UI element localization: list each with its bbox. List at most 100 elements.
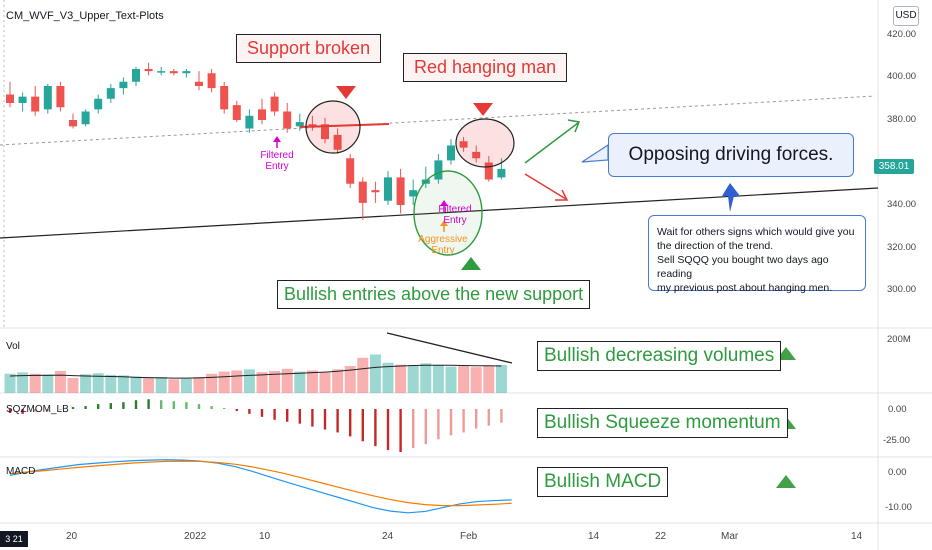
note-line: Wait for others signs which would give y… bbox=[657, 226, 855, 238]
candle-body bbox=[195, 81, 203, 86]
squeeze-bar bbox=[210, 406, 213, 409]
note-line: my previous post about hanging men. bbox=[657, 282, 833, 294]
squeeze-bar bbox=[172, 401, 175, 409]
squeeze-bar bbox=[84, 406, 87, 409]
volume-bar bbox=[344, 366, 356, 393]
volume-bar bbox=[29, 373, 41, 393]
hanging-man-circle bbox=[455, 118, 515, 168]
bullish-arrow bbox=[524, 122, 579, 164]
squeeze-bar bbox=[437, 409, 440, 440]
volume-bar bbox=[168, 379, 180, 393]
squeeze-bar bbox=[160, 400, 163, 409]
squeeze-tick: -25.00 bbox=[883, 435, 910, 446]
price-tick: 380.00 bbox=[887, 114, 917, 125]
price-tick: 400.00 bbox=[887, 71, 917, 82]
squeeze-pane-title[interactable]: SQZMOM_LB bbox=[6, 404, 69, 415]
volume-bar bbox=[67, 377, 79, 393]
squeeze-bar bbox=[374, 409, 377, 447]
volume-bar bbox=[256, 372, 268, 393]
squeeze-tick: 0.00 bbox=[888, 404, 907, 415]
time-label: 20 bbox=[66, 531, 78, 542]
time-label: 10 bbox=[259, 531, 271, 542]
volume-bar bbox=[130, 376, 142, 393]
cursor-time-badge: 3 21 bbox=[0, 531, 28, 547]
volume-bar bbox=[445, 366, 457, 393]
candlestick-series bbox=[6, 62, 506, 220]
candle-body bbox=[220, 86, 229, 110]
filtered-entry-label-1: Filtered Entry bbox=[260, 150, 294, 172]
macd-pane-title[interactable]: MACD bbox=[6, 466, 36, 477]
candle-body bbox=[447, 145, 455, 161]
volume-bar bbox=[143, 377, 155, 393]
callout-pointer bbox=[581, 143, 609, 163]
macd-signal-line bbox=[9, 460, 512, 507]
candle-body bbox=[144, 69, 153, 72]
squeeze-bar bbox=[349, 409, 352, 437]
squeeze-bar bbox=[71, 407, 75, 409]
candle-body bbox=[56, 86, 65, 108]
filtered-entry-label-2: Filtered Entry bbox=[438, 204, 472, 226]
candle-body bbox=[106, 88, 115, 99]
squeeze-bar bbox=[273, 409, 276, 420]
volume-bar bbox=[17, 372, 29, 393]
candle-body bbox=[6, 94, 14, 103]
volume-ma-line bbox=[9, 364, 502, 379]
candle-body bbox=[346, 158, 355, 184]
volume-bar bbox=[231, 370, 243, 393]
volume-bar bbox=[382, 362, 394, 393]
price-tick: 420.00 bbox=[887, 29, 917, 40]
indicator-title[interactable]: CM_WVF_V3_Upper_Text-Plots bbox=[6, 10, 164, 22]
candle-body bbox=[497, 168, 506, 178]
volume-bar bbox=[42, 374, 54, 393]
squeeze-bar bbox=[122, 402, 125, 409]
time-label: 14 bbox=[851, 531, 863, 542]
squeeze-bar bbox=[147, 399, 150, 409]
candle-body bbox=[169, 71, 178, 74]
squeeze-bar bbox=[134, 400, 138, 409]
upper-trend-line bbox=[0, 95, 876, 146]
volume-bar bbox=[432, 364, 444, 393]
squeeze-bars bbox=[8, 399, 503, 453]
squeeze-bar bbox=[298, 409, 301, 424]
up-triangle-icon bbox=[461, 257, 481, 270]
candle-body bbox=[69, 120, 77, 127]
pointer-arrow-icon bbox=[722, 183, 740, 212]
squeeze-bar bbox=[286, 409, 289, 422]
squeeze-bar bbox=[109, 403, 112, 409]
candle-body bbox=[459, 141, 468, 148]
volume-bar bbox=[269, 371, 281, 393]
volume-bar bbox=[470, 367, 482, 393]
down-triangle-icon bbox=[336, 86, 356, 99]
bullish-macd-label: Bullish MACD bbox=[537, 467, 669, 497]
bearish-arrow bbox=[524, 173, 567, 200]
volume-bar bbox=[4, 373, 16, 393]
volume-bar bbox=[495, 364, 507, 393]
macd-line bbox=[9, 459, 512, 514]
squeeze-bar bbox=[386, 409, 390, 451]
trade-note-box: Wait for others signs which would give y… bbox=[648, 215, 866, 294]
volume-bar bbox=[281, 368, 293, 393]
squeeze-bar bbox=[449, 409, 453, 436]
squeeze-bar bbox=[487, 409, 490, 426]
aggressive-entry-label: Aggressive Entry bbox=[418, 234, 468, 256]
squeeze-bar bbox=[462, 409, 465, 433]
candle-body bbox=[295, 122, 304, 127]
candle-body bbox=[182, 71, 191, 74]
support-broken-circle bbox=[305, 100, 361, 154]
candle-body bbox=[232, 105, 241, 120]
squeeze-bar bbox=[59, 409, 62, 410]
volume-bar bbox=[105, 374, 117, 393]
squeeze-bar bbox=[323, 409, 327, 430]
macd-tick: 0.00 bbox=[888, 467, 907, 478]
time-label: 14 bbox=[588, 531, 600, 542]
squeeze-bar bbox=[399, 409, 402, 453]
filtered-entry-marker-2 bbox=[440, 200, 448, 212]
candle-body bbox=[43, 86, 52, 110]
candle-body bbox=[472, 151, 481, 159]
volume-pane-title[interactable]: Vol bbox=[6, 341, 20, 352]
candle-body bbox=[258, 109, 266, 120]
squeeze-bar bbox=[248, 409, 251, 414]
currency-button[interactable]: USD bbox=[893, 6, 919, 26]
volume-bar bbox=[458, 366, 470, 393]
